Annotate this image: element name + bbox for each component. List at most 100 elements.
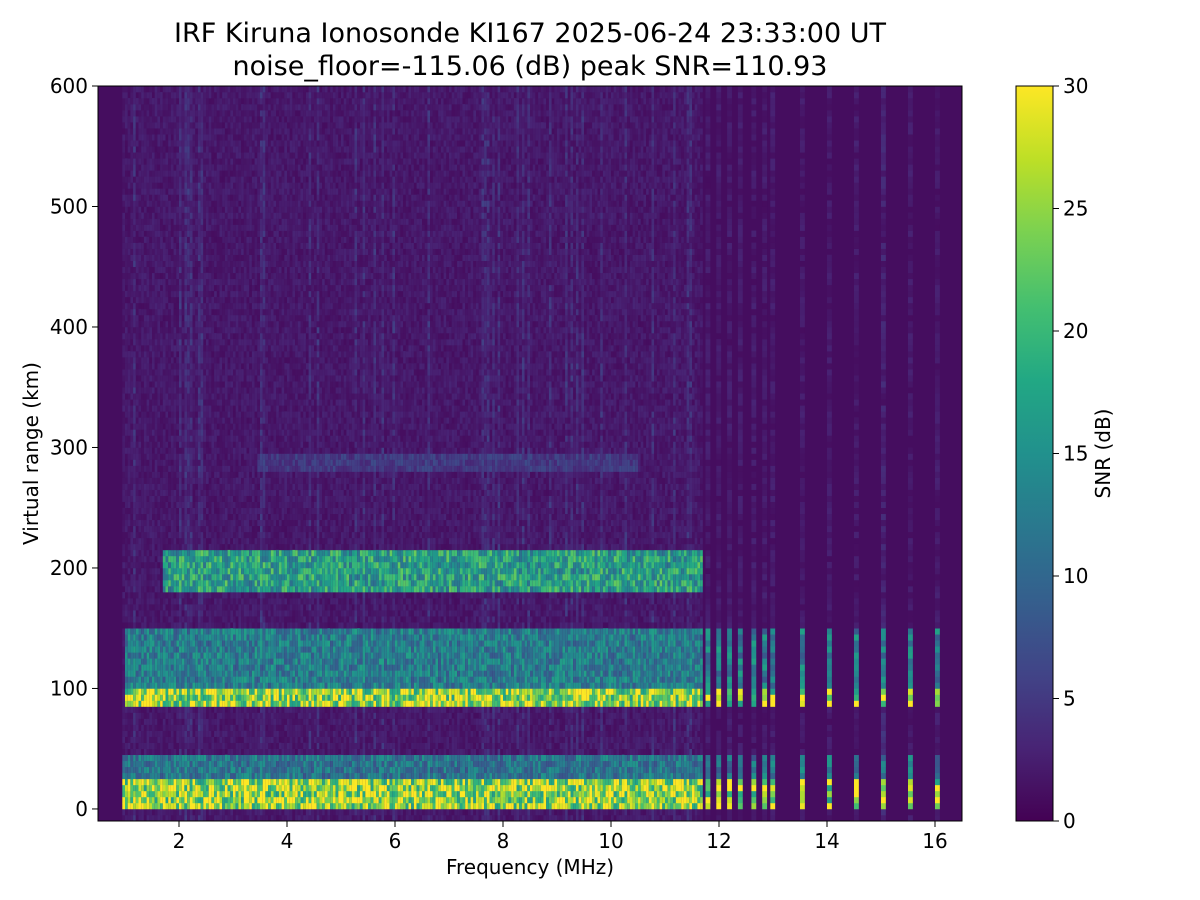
heatmap-cell [211, 784, 215, 792]
heatmap-cell [227, 393, 231, 400]
heatmap-cell [165, 200, 169, 207]
heatmap-cell [138, 158, 142, 165]
heatmap-cell [141, 664, 144, 671]
heatmap-cell [214, 543, 217, 551]
heatmap-cell [176, 266, 179, 274]
heatmap-cell [143, 700, 147, 707]
heatmap-cell [216, 357, 220, 364]
heatmap-cell [211, 555, 215, 563]
heatmap-cell [208, 399, 212, 406]
heatmap-cell [195, 592, 198, 599]
heatmap-cell [168, 86, 171, 93]
heatmap-cell [216, 808, 220, 816]
heatmap-cell [160, 248, 163, 255]
heatmap-cell [152, 164, 155, 171]
heatmap-cell [135, 507, 139, 515]
heatmap-cell [187, 561, 190, 569]
heatmap-cell [157, 549, 161, 557]
heatmap-cell [160, 339, 163, 346]
heatmap-cell [211, 254, 215, 262]
heatmap-cell [122, 652, 125, 659]
heatmap-cell [224, 296, 228, 304]
heatmap-cell [184, 604, 188, 611]
heatmap-cell [179, 459, 182, 466]
heatmap-cell [165, 381, 169, 388]
heatmap-cell [195, 333, 198, 340]
heatmap-cell [133, 489, 136, 496]
heatmap-cell [173, 284, 177, 292]
heatmap-cell [154, 730, 158, 737]
heatmap-cell [165, 604, 169, 611]
heatmap-cell [200, 254, 204, 262]
heatmap-cell [157, 242, 161, 249]
heatmap-cell [173, 206, 177, 213]
heatmap-cell [214, 182, 217, 189]
heatmap-cell [141, 230, 144, 237]
heatmap-cell [162, 670, 166, 677]
heatmap-cell [176, 766, 179, 774]
heatmap-cell [214, 278, 217, 286]
heatmap-cell [157, 218, 161, 225]
heatmap-cell [146, 345, 150, 352]
heatmap-cell [157, 694, 161, 701]
heatmap-cell [157, 326, 161, 334]
heatmap-cell [224, 399, 228, 406]
heatmap-cell [149, 314, 152, 322]
heatmap-cell [173, 128, 177, 135]
heatmap-cell [197, 772, 201, 780]
heatmap-cell [162, 796, 166, 804]
heatmap-cell [146, 543, 150, 551]
heatmap-cell [179, 260, 182, 268]
heatmap-cell [181, 796, 185, 804]
heatmap-cell [130, 375, 134, 382]
heatmap-cell [165, 525, 169, 533]
heatmap-cell [168, 200, 171, 207]
heatmap-cell [133, 302, 136, 310]
heatmap-cell [216, 784, 220, 792]
heatmap-cell [181, 814, 185, 822]
heatmap-cell [176, 477, 179, 484]
heatmap-cell [154, 326, 158, 334]
heatmap-cell [162, 92, 166, 99]
heatmap-cell [176, 658, 179, 665]
heatmap-cell [168, 429, 171, 436]
heatmap-cell [165, 477, 169, 484]
heatmap-cell [200, 399, 204, 406]
heatmap-cell [141, 381, 144, 388]
heatmap-cell [135, 513, 139, 521]
heatmap-cell [170, 218, 174, 225]
heatmap-cell [222, 381, 225, 388]
heatmap-cell [141, 694, 144, 701]
heatmap-cell [130, 634, 134, 641]
heatmap-cell [192, 260, 196, 268]
heatmap-cell [195, 808, 198, 816]
heatmap-cell [162, 808, 166, 816]
heatmap-cell [227, 435, 231, 442]
heatmap-cell [214, 471, 217, 478]
heatmap-cell [222, 555, 225, 563]
heatmap-cell [189, 254, 193, 262]
heatmap-cell [200, 537, 204, 545]
heatmap-cell [206, 405, 209, 412]
heatmap-cell [170, 754, 174, 762]
heatmap-cell [143, 471, 147, 478]
heatmap-cell [149, 573, 152, 581]
heatmap-cell [130, 718, 134, 725]
heatmap-cell [168, 92, 171, 99]
heatmap-cell [181, 778, 185, 786]
heatmap-cell [208, 784, 212, 792]
heatmap-cell [168, 652, 171, 659]
heatmap-cell [125, 634, 128, 641]
heatmap-cell [143, 369, 147, 376]
heatmap-cell [141, 393, 144, 400]
heatmap-cell [149, 531, 152, 539]
heatmap-cell [203, 140, 206, 147]
heatmap-cell [133, 537, 136, 545]
heatmap-cell [157, 140, 161, 147]
heatmap-cell [224, 525, 228, 533]
heatmap-cell [133, 441, 136, 448]
heatmap-cell [176, 598, 179, 605]
heatmap-cell [219, 128, 223, 135]
heatmap-cell [125, 573, 128, 581]
heatmap-cell [162, 308, 166, 316]
